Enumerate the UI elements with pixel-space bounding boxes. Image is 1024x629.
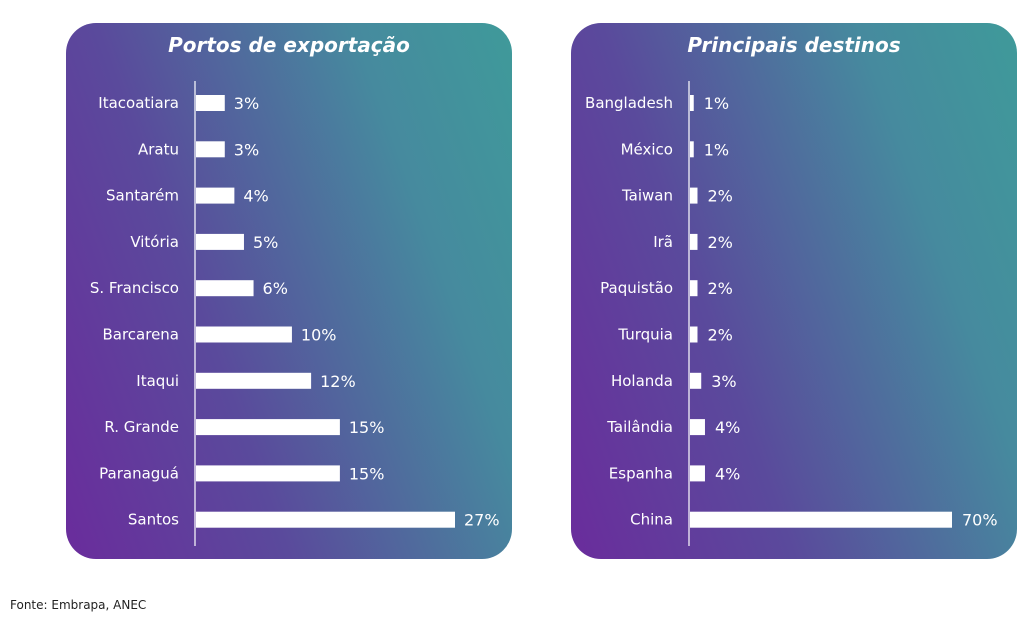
ports-bar: [196, 465, 340, 482]
ports-category-label: Itaqui: [136, 372, 179, 390]
destinations-bar: [690, 187, 698, 204]
destinations-bar: [690, 141, 694, 158]
destinations-value-label: 1%: [704, 140, 729, 159]
destinations-value-label: 2%: [707, 279, 732, 298]
destinations-bar: [690, 465, 705, 482]
ports-chart-title: Portos de exportação: [168, 33, 410, 57]
destinations-bar: [690, 280, 698, 297]
destinations-value-label: 1%: [704, 94, 729, 113]
ports-bar: [196, 326, 292, 343]
ports-category-label: Santarém: [106, 187, 179, 205]
ports-category-label: Itacoatiara: [98, 94, 179, 112]
ports-category-label: Santos: [128, 511, 179, 529]
ports-value-label: 15%: [349, 464, 385, 483]
destinations-bar: [690, 326, 698, 343]
destinations-bar: [690, 419, 705, 436]
ports-bar-chart: Itacoatiara 3% Aratu 3% Santarém 4% Vitória 5% S…: [90, 81, 500, 546]
ports-bar: [196, 372, 312, 389]
ports-value-label: 27%: [464, 511, 500, 530]
destinations-category-label: Taiwan: [621, 187, 673, 205]
ports-bar: [196, 141, 225, 158]
ports-category-label: R. Grande: [104, 418, 179, 436]
destinations-value-label: 2%: [707, 187, 732, 206]
ports-bar: [196, 419, 340, 436]
ports-value-label: 15%: [349, 418, 385, 437]
ports-bar: [196, 233, 244, 250]
ports-category-label: Paranaguá: [99, 464, 179, 482]
destinations-bar: [690, 511, 952, 528]
destinations-category-label: China: [630, 511, 673, 529]
destinations-category-label: Irã: [653, 233, 673, 251]
destinations-chart-title: Principais destinos: [687, 33, 901, 57]
destinations-bar: [690, 233, 698, 250]
destinations-category-label: Holanda: [611, 372, 673, 390]
ports-value-label: 3%: [234, 140, 259, 159]
ports-category-label: Aratu: [138, 140, 179, 158]
ports-chart-panel: Portos de exportação Itacoatiara 3% Aratu 3…: [66, 23, 512, 559]
destinations-category-label: Turquia: [617, 326, 673, 344]
destinations-bar-chart: Bangladesh 1% México 1% Taiwan 2% Irã 2% Paquist…: [585, 81, 998, 546]
destinations-category-label: Paquistão: [600, 279, 673, 297]
destinations-value-label: 70%: [962, 511, 998, 530]
ports-bar: [196, 280, 254, 297]
destinations-category-label: México: [621, 140, 673, 158]
ports-category-label: Vitória: [130, 233, 179, 251]
source-note: Fonte: Embrapa, ANEC: [10, 598, 147, 612]
destinations-value-label: 2%: [707, 233, 732, 252]
ports-bar: [196, 95, 225, 111]
destinations-category-label: Bangladesh: [585, 94, 673, 112]
destinations-bar: [690, 95, 694, 111]
ports-value-label: 5%: [253, 233, 278, 252]
destinations-value-label: 4%: [715, 418, 740, 437]
ports-value-label: 6%: [263, 279, 288, 298]
ports-value-label: 3%: [234, 94, 259, 113]
ports-value-label: 10%: [301, 326, 337, 345]
ports-bar: [196, 511, 455, 528]
destinations-bar: [690, 372, 702, 389]
ports-value-label: 12%: [320, 372, 356, 391]
destinations-chart-panel: Principais destinos Bangladesh 1% México 1%…: [571, 23, 1017, 559]
ports-value-label: 4%: [243, 187, 268, 206]
ports-bar: [196, 187, 235, 204]
destinations-value-label: 2%: [707, 326, 732, 345]
destinations-category-label: Espanha: [609, 464, 673, 482]
destinations-category-label: Tailândia: [606, 418, 673, 436]
ports-category-label: Barcarena: [102, 326, 179, 344]
ports-category-label: S. Francisco: [90, 279, 179, 297]
destinations-value-label: 3%: [711, 372, 736, 391]
destinations-value-label: 4%: [715, 464, 740, 483]
